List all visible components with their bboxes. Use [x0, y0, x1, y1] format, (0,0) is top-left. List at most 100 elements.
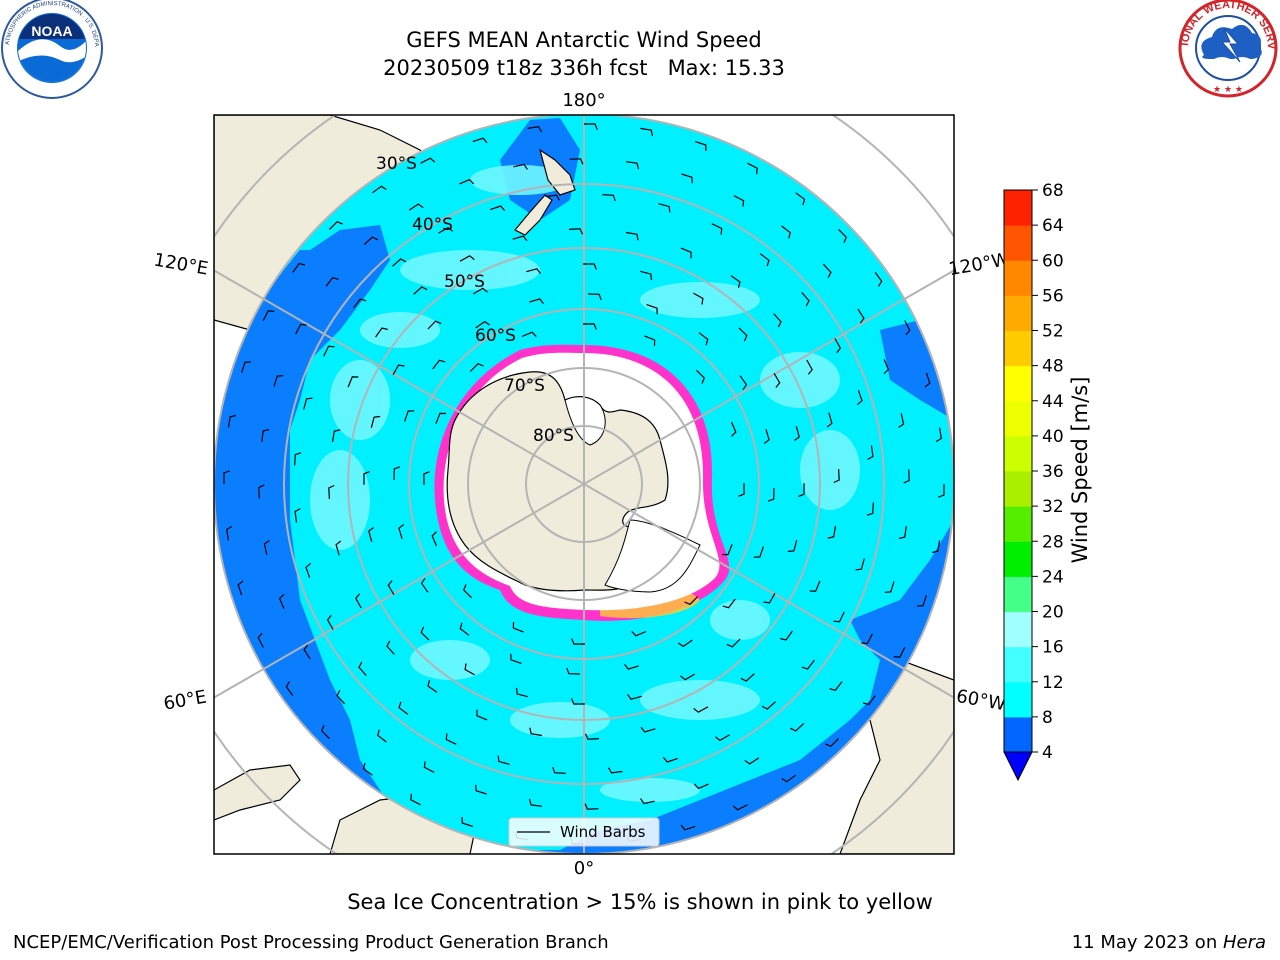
wind-barb	[893, 647, 906, 658]
wind-barb	[326, 614, 334, 630]
wind-barb	[461, 816, 473, 827]
colorbar-label: Wind Speed [m/s]	[1068, 376, 1092, 564]
wind-barb	[857, 308, 865, 324]
wind-barb	[773, 313, 782, 328]
wind-barb	[273, 375, 284, 387]
wind-barb	[640, 798, 655, 805]
noaa-logo-text: NOAA	[31, 23, 72, 39]
colorbar-segment	[1004, 260, 1032, 296]
wind-barb	[884, 581, 895, 593]
wind-barb	[521, 331, 537, 338]
wind-barb	[528, 798, 542, 807]
wind-barb	[529, 298, 544, 304]
date-text: 11 May 2023 on	[1071, 932, 1223, 953]
wind-barb	[714, 734, 730, 742]
wind-barb	[931, 540, 941, 554]
wind-barb	[938, 484, 945, 498]
wind-barb	[722, 598, 736, 609]
colorbar-tick-label: 36	[1042, 462, 1064, 482]
colorbar-segment	[1004, 190, 1032, 226]
colorbar-tick-label: 40	[1042, 427, 1064, 447]
wind-barb	[744, 757, 760, 765]
wind-barb	[445, 733, 457, 745]
wind-barb	[526, 268, 541, 274]
colorbar-extend-triangle	[1003, 751, 1033, 782]
wind-barb	[459, 622, 470, 636]
colorbar-segment	[1004, 400, 1032, 437]
wind-barb	[295, 323, 307, 335]
wind-barb	[398, 524, 404, 539]
wind-barb	[294, 452, 302, 466]
colorbar-segment	[1004, 646, 1032, 683]
wind-barb	[631, 630, 647, 637]
wind-barb	[323, 345, 335, 357]
wind-barb	[328, 484, 335, 500]
wind-barb	[462, 584, 472, 599]
legend-label: Wind Barbs	[560, 823, 646, 841]
wind-barb	[475, 320, 491, 329]
wind-barb	[363, 471, 370, 485]
wind-barb	[584, 123, 598, 130]
colorbar-tick-label: 8	[1042, 708, 1053, 728]
wind-barb	[711, 223, 723, 235]
wind-barb	[438, 226, 454, 234]
wind-barb	[569, 158, 584, 165]
wind-barb	[427, 680, 438, 693]
wind-barb	[721, 544, 733, 556]
wind-barb	[320, 725, 330, 740]
lat-label-40s: 40°S	[412, 215, 453, 235]
wind-barb	[566, 667, 580, 675]
wind-barb	[571, 638, 585, 645]
wind-barb	[753, 546, 764, 558]
wind-barb	[490, 205, 506, 211]
wind-barb	[916, 595, 927, 607]
wind-barb	[363, 236, 378, 246]
title-line-2: 20230509 t18z 336h fcst Max: 15.33	[383, 56, 785, 80]
wind-barb	[584, 733, 600, 740]
wind-barb	[497, 755, 510, 765]
wind-barb	[472, 287, 488, 295]
wind-barb	[392, 364, 405, 375]
wind-barb	[624, 664, 639, 670]
wind-barb	[513, 163, 528, 170]
wind-barb	[763, 593, 776, 604]
wind-barb	[608, 767, 623, 774]
wind-barb	[459, 178, 475, 185]
wind-barb	[855, 558, 865, 571]
map-border	[213, 114, 955, 855]
wind-barb	[740, 673, 755, 682]
wind-barb	[693, 783, 709, 790]
lon-label-top: 180°	[562, 90, 605, 111]
wind-barb	[764, 429, 770, 444]
wind-barb	[370, 415, 381, 428]
colorbar-tick-label: 16	[1042, 638, 1064, 658]
colorbar-segment	[1004, 506, 1032, 542]
wind-barb	[838, 228, 848, 243]
lat-label-30s: 30°S	[376, 154, 417, 174]
map-title: GEFS MEAN Antarctic Wind Speed 20230509 …	[284, 26, 884, 82]
colorbar-tick-label: 24	[1042, 567, 1064, 587]
wind-barb	[696, 369, 706, 384]
wind-barb	[285, 681, 294, 696]
wind-barb	[780, 630, 793, 641]
wind-barb	[822, 263, 832, 278]
wind-barb	[386, 640, 395, 655]
wind-barb	[801, 292, 810, 307]
wind-barb	[278, 593, 285, 609]
map-frame: 30°S 40°S 50°S 60°S 70°S 80°S Wind Barbs	[214, 115, 954, 854]
colorbar-segment	[1004, 611, 1032, 648]
wind-barb	[761, 701, 776, 710]
colorbar-tick-label: 32	[1042, 497, 1064, 517]
wind-barb	[827, 525, 837, 539]
wind-barb	[739, 375, 748, 391]
wind-barb	[469, 362, 484, 372]
colorbar-tick-label: 60	[1042, 251, 1064, 271]
wind-barb	[262, 310, 275, 321]
wind-barb	[398, 701, 409, 715]
wind-barb	[392, 258, 407, 267]
wind-barb	[336, 690, 346, 705]
lat-label-60s: 60°S	[475, 326, 516, 346]
wind-barb	[368, 527, 374, 542]
colorbar-tick-label: 20	[1042, 603, 1064, 623]
lon-label-upper-left: 120°E	[152, 249, 210, 279]
